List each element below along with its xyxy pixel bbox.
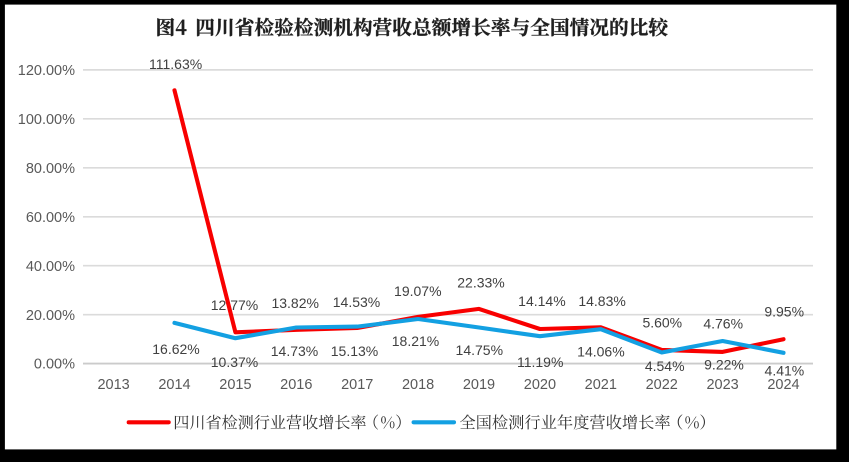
svg-text:22.33%: 22.33% <box>457 275 504 291</box>
svg-text:2016: 2016 <box>280 377 312 393</box>
svg-text:100.00%: 100.00% <box>18 112 75 128</box>
svg-text:2023: 2023 <box>706 377 738 393</box>
svg-text:2020: 2020 <box>524 377 556 393</box>
svg-text:9.95%: 9.95% <box>764 304 804 320</box>
svg-text:2022: 2022 <box>646 377 678 393</box>
svg-text:60.00%: 60.00% <box>26 210 75 226</box>
svg-text:2024: 2024 <box>767 377 799 393</box>
svg-text:9.22%: 9.22% <box>704 357 744 373</box>
svg-text:4.76%: 4.76% <box>703 316 743 332</box>
svg-text:19.07%: 19.07% <box>394 283 441 299</box>
svg-text:20.00%: 20.00% <box>26 308 75 324</box>
svg-text:14.75%: 14.75% <box>456 342 503 358</box>
svg-text:12.77%: 12.77% <box>211 297 258 313</box>
svg-text:16.62%: 16.62% <box>152 341 199 357</box>
svg-text:14.83%: 14.83% <box>578 293 625 309</box>
svg-text:111.63%: 111.63% <box>149 56 202 72</box>
svg-text:18.21%: 18.21% <box>392 333 439 349</box>
svg-text:14.14%: 14.14% <box>518 293 565 309</box>
svg-text:2017: 2017 <box>341 377 373 393</box>
svg-text:14.73%: 14.73% <box>271 343 318 359</box>
svg-text:120.00%: 120.00% <box>18 63 75 79</box>
svg-text:2015: 2015 <box>219 377 251 393</box>
svg-text:14.06%: 14.06% <box>577 344 624 360</box>
svg-text:80.00%: 80.00% <box>26 161 75 177</box>
svg-text:2021: 2021 <box>585 377 617 393</box>
svg-text:13.82%: 13.82% <box>271 295 318 311</box>
svg-text:2013: 2013 <box>97 377 129 393</box>
svg-text:11.19%: 11.19% <box>517 354 563 370</box>
svg-text:15.13%: 15.13% <box>331 343 378 359</box>
svg-text:2018: 2018 <box>402 377 434 393</box>
svg-text:40.00%: 40.00% <box>26 259 75 275</box>
svg-text:4.54%: 4.54% <box>645 358 685 374</box>
svg-text:14.53%: 14.53% <box>333 294 380 310</box>
svg-text:0.00%: 0.00% <box>34 357 75 373</box>
svg-text:5.60%: 5.60% <box>642 315 682 331</box>
svg-text:2019: 2019 <box>463 377 495 393</box>
svg-text:2014: 2014 <box>158 377 190 393</box>
svg-text:4.41%: 4.41% <box>765 363 805 379</box>
svg-text:10.37%: 10.37% <box>211 354 258 370</box>
